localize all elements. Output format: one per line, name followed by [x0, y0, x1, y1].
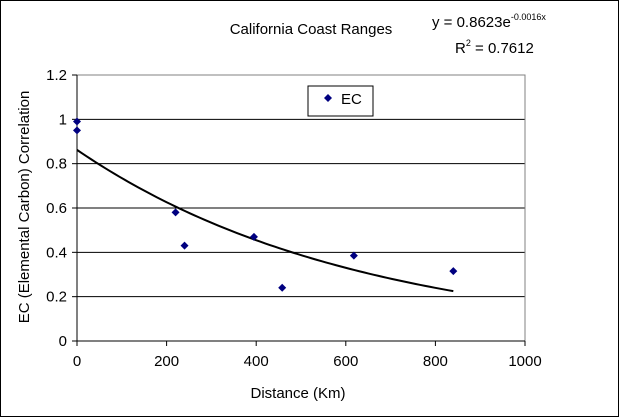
legend-marker-ec: [324, 94, 332, 102]
y-tick-label: 1: [59, 111, 67, 128]
y-tick-label: 0.4: [46, 244, 67, 261]
y-tick-label: 0.8: [46, 156, 67, 173]
y-tick-label: 0: [59, 333, 67, 350]
chart-title: California Coast Ranges: [230, 21, 393, 38]
x-tick-labels: 0 200 400 600 800 1000: [73, 353, 542, 370]
y-axis-title: EC (Elemental Carbon) Correlation: [16, 91, 33, 324]
data-point: [73, 117, 81, 126]
y-tick-label: 1.2: [46, 67, 67, 84]
y-tick-labels: 0 0.2 0.4 0.6 0.8 1 1.2: [46, 67, 67, 350]
data-points: [73, 117, 458, 292]
trend-equation: y = 0.8623e-0.0016x: [432, 12, 546, 31]
trendline: [76, 149, 454, 293]
x-tick-label: 800: [423, 353, 448, 370]
y-tick-label: 0.6: [46, 200, 67, 217]
x-tick-label: 600: [333, 353, 358, 370]
x-tick-label: 1000: [508, 353, 541, 370]
x-tick-label: 400: [244, 353, 269, 370]
data-point: [180, 241, 189, 250]
gridlines: [77, 74, 525, 298]
legend-label-ec: EC: [341, 91, 362, 108]
data-point: [449, 267, 458, 276]
y-tick-label: 0.2: [46, 289, 67, 306]
r-squared: R2 = 0.7612: [455, 38, 534, 57]
x-tick-label: 0: [73, 353, 81, 370]
data-point: [349, 251, 358, 260]
legend: EC: [307, 85, 374, 117]
data-point: [249, 232, 258, 241]
x-axis-title: Distance (Km): [250, 385, 345, 402]
x-tick-label: 200: [154, 353, 179, 370]
axes: [72, 74, 526, 346]
data-point: [278, 283, 287, 292]
legend-box: [307, 85, 374, 117]
data-point: [73, 126, 81, 135]
data-point: [171, 208, 180, 217]
